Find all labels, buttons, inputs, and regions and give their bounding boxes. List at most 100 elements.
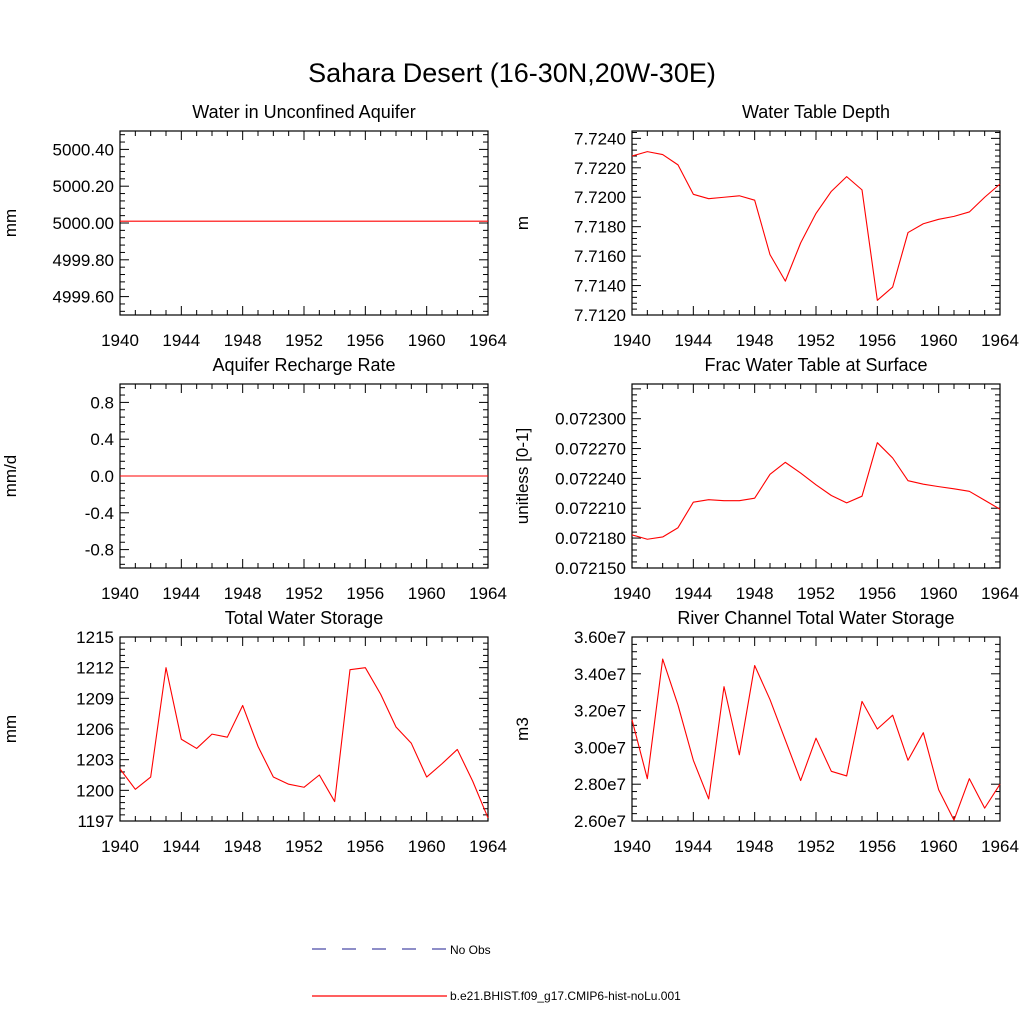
plot-frame bbox=[631, 636, 1001, 822]
x-tick-label: 1960 bbox=[920, 584, 958, 603]
x-tick-label: 1952 bbox=[285, 584, 323, 603]
x-tick-label: 1956 bbox=[346, 837, 384, 856]
y-axis-label: m3 bbox=[513, 717, 532, 741]
y-axis-label: mm bbox=[1, 209, 20, 237]
x-tick-label: 1944 bbox=[162, 837, 200, 856]
x-tick-label: 1940 bbox=[613, 837, 651, 856]
y-tick-label: 7.7160 bbox=[574, 247, 626, 266]
legend-label-model: b.e21.BHIST.f09_g17.CMIP6-hist-noLu.001 bbox=[450, 989, 681, 1003]
x-tick-label: 1960 bbox=[408, 837, 446, 856]
panel-title: River Channel Total Water Storage bbox=[677, 608, 954, 628]
y-tick-label: -0.4 bbox=[85, 504, 114, 523]
y-tick-label: 1200 bbox=[76, 781, 114, 800]
y-tick-label: 4999.80 bbox=[53, 251, 114, 270]
x-tick-label: 1940 bbox=[101, 837, 139, 856]
y-tick-label: 3.40e7 bbox=[574, 665, 626, 684]
x-tick-label: 1956 bbox=[858, 837, 896, 856]
y-tick-label: 2.80e7 bbox=[574, 775, 626, 794]
y-tick-label: 1206 bbox=[76, 720, 114, 739]
y-axis-label: mm bbox=[1, 715, 20, 743]
x-tick-label: 1952 bbox=[797, 331, 835, 350]
x-tick-label: 1964 bbox=[469, 837, 507, 856]
series-line bbox=[631, 442, 1001, 540]
x-tick-label: 1948 bbox=[736, 584, 774, 603]
y-tick-label: 0.072240 bbox=[555, 469, 626, 488]
x-tick-label: 1964 bbox=[469, 331, 507, 350]
panels-group: Water in Unconfined Aquifer mm 1940 1944 194… bbox=[1, 102, 1019, 856]
panel-4: Frac Water Table at Surface unitless [0-1… bbox=[513, 355, 1019, 603]
y-tick-label: 2.60e7 bbox=[574, 812, 626, 831]
panel-title: Water in Unconfined Aquifer bbox=[192, 102, 415, 122]
y-tick-label: 0.0 bbox=[90, 467, 114, 486]
y-tick-label: 1209 bbox=[76, 689, 114, 708]
y-tick-label: 3.00e7 bbox=[574, 738, 626, 757]
panel-1: Water in Unconfined Aquifer mm 1940 1944 194… bbox=[1, 102, 507, 350]
x-tick-label: 1944 bbox=[674, 331, 712, 350]
x-tick-label: 1952 bbox=[285, 837, 323, 856]
panel-6: River Channel Total Water Storage m3 1940 1… bbox=[513, 608, 1019, 856]
y-tick-label: 1197 bbox=[77, 812, 114, 831]
y-tick-label: 0.8 bbox=[90, 393, 114, 412]
x-tick-label: 1948 bbox=[224, 837, 262, 856]
y-tick-label: 3.60e7 bbox=[574, 628, 626, 647]
x-tick-label: 1964 bbox=[981, 584, 1019, 603]
x-tick-label: 1964 bbox=[469, 584, 507, 603]
x-tick-label: 1960 bbox=[408, 584, 446, 603]
x-tick-label: 1960 bbox=[408, 331, 446, 350]
plot-frame bbox=[631, 383, 1001, 569]
y-tick-label: 0.072150 bbox=[555, 559, 626, 578]
x-tick-label: 1948 bbox=[224, 331, 262, 350]
series-line bbox=[119, 667, 489, 819]
y-tick-label: 7.7140 bbox=[574, 277, 626, 296]
y-tick-label: 7.7240 bbox=[574, 129, 626, 148]
plot-frame bbox=[631, 130, 1001, 316]
panel-5: Total Water Storage mm 1940 1944 1948 1952 195… bbox=[1, 608, 507, 856]
y-axis-label: mm/d bbox=[1, 455, 20, 498]
x-tick-label: 1964 bbox=[981, 837, 1019, 856]
y-tick-label: 0.072180 bbox=[555, 529, 626, 548]
legend-label-no-obs: No Obs bbox=[450, 943, 491, 957]
x-tick-label: 1944 bbox=[674, 584, 712, 603]
y-tick-label: 0.072270 bbox=[555, 440, 626, 459]
panel-title: Total Water Storage bbox=[225, 608, 383, 628]
x-tick-label: 1964 bbox=[981, 331, 1019, 350]
series-line bbox=[631, 151, 1001, 301]
panel-3: Aquifer Recharge Rate mm/d 1940 1944 1948 195… bbox=[1, 355, 507, 603]
y-tick-label: -0.8 bbox=[85, 541, 114, 560]
panel-title: Aquifer Recharge Rate bbox=[212, 355, 395, 375]
panel-2: Water Table Depth m 1940 1944 1948 1952 1956 19… bbox=[513, 102, 1019, 350]
x-tick-label: 1956 bbox=[858, 584, 896, 603]
x-tick-label: 1940 bbox=[613, 331, 651, 350]
panel-title: Water Table Depth bbox=[742, 102, 890, 122]
y-tick-label: 5000.00 bbox=[53, 214, 114, 233]
y-tick-label: 7.7120 bbox=[574, 306, 626, 325]
y-tick-label: 1203 bbox=[76, 751, 114, 770]
series-line bbox=[631, 658, 1001, 821]
x-tick-label: 1952 bbox=[797, 584, 835, 603]
x-tick-label: 1952 bbox=[285, 331, 323, 350]
plot-frame bbox=[119, 636, 489, 822]
y-tick-label: 7.7180 bbox=[574, 218, 626, 237]
x-tick-label: 1940 bbox=[101, 331, 139, 350]
panel-title: Frac Water Table at Surface bbox=[704, 355, 927, 375]
y-axis-label: unitless [0-1] bbox=[513, 428, 532, 524]
x-tick-label: 1956 bbox=[346, 331, 384, 350]
x-tick-label: 1948 bbox=[224, 584, 262, 603]
x-tick-label: 1956 bbox=[858, 331, 896, 350]
x-tick-label: 1960 bbox=[920, 331, 958, 350]
y-tick-label: 1215 bbox=[76, 628, 114, 647]
y-tick-label: 5000.20 bbox=[53, 177, 114, 196]
x-tick-label: 1948 bbox=[736, 331, 774, 350]
y-axis-label: m bbox=[513, 216, 532, 230]
y-tick-label: 7.7220 bbox=[574, 159, 626, 178]
figure-title: Sahara Desert (16-30N,20W-30E) bbox=[308, 58, 716, 88]
x-tick-label: 1944 bbox=[674, 837, 712, 856]
y-tick-label: 0.072300 bbox=[555, 410, 626, 429]
y-tick-label: 0.4 bbox=[90, 430, 114, 449]
y-tick-label: 7.7200 bbox=[574, 188, 626, 207]
x-tick-label: 1960 bbox=[920, 837, 958, 856]
y-tick-label: 4999.60 bbox=[53, 288, 114, 307]
x-tick-label: 1952 bbox=[797, 837, 835, 856]
x-tick-label: 1948 bbox=[736, 837, 774, 856]
